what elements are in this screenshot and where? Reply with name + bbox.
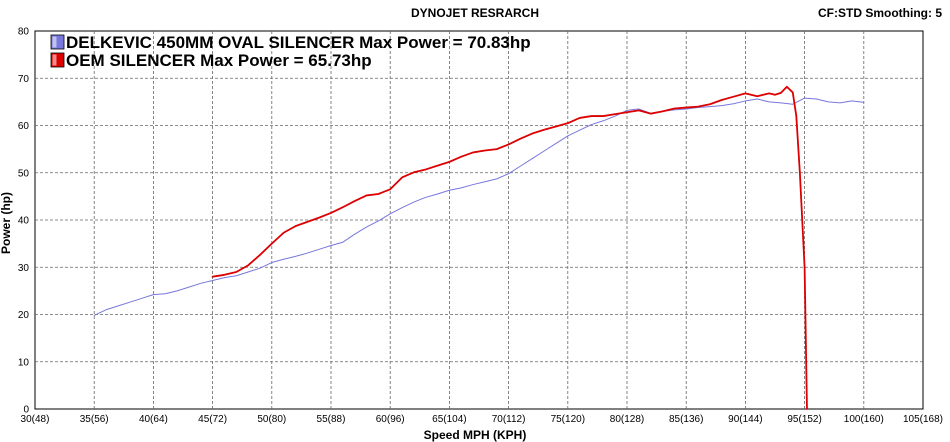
chart-header-settings: CF:STD Smoothing: 5 — [818, 6, 942, 20]
x-tick-labels: 30(48) 35(56) 40(64) 45(72) 50(80) 55(88) 60(9… — [21, 414, 943, 425]
y-tick-label: 80 — [18, 27, 30, 38]
x-tick-label: 40(64) — [139, 414, 168, 425]
x-tick-label: 80(128) — [610, 414, 644, 425]
x-tick-label: 100(160) — [844, 414, 884, 425]
x-tick-label: 45(72) — [198, 414, 227, 425]
legend-swatch-highlight — [52, 36, 57, 48]
y-tick-label: 10 — [18, 357, 30, 368]
x-axis-title: Speed MPH (KPH) — [424, 428, 527, 442]
legend-entry-2: OEM SILENCER Max Power = 65.73hp — [50, 51, 372, 70]
series-lines — [93, 85, 865, 410]
y-axis-title: Power (hp) — [0, 192, 13, 254]
x-tick-label: 60(96) — [376, 414, 405, 425]
y-tick-label: 0 — [23, 405, 29, 416]
y-tick-label: 70 — [18, 74, 30, 85]
x-tick-label: 55(88) — [317, 414, 346, 425]
x-tick-label: 35(56) — [80, 414, 109, 425]
legend-entry-1: DELKEVIC 450MM OVAL SILENCER Max Power =… — [50, 33, 531, 52]
y-tick-label: 30 — [18, 263, 30, 274]
x-tick-label: 85(136) — [669, 414, 703, 425]
y-tick-label: 20 — [18, 310, 30, 321]
legend: DELKEVIC 450MM OVAL SILENCER Max Power =… — [50, 33, 531, 70]
x-tick-label: 95(152) — [787, 414, 821, 425]
x-tick-label: 70(112) — [492, 414, 526, 425]
legend-label: DELKEVIC 450MM OVAL SILENCER Max Power =… — [66, 33, 531, 52]
plot-area — [34, 30, 924, 410]
x-tick-label: 75(120) — [551, 414, 585, 425]
series-line-2 — [211, 85, 808, 410]
x-tick-label: 30(48) — [21, 414, 50, 425]
legend-swatch-highlight — [52, 54, 57, 66]
grid-lines — [35, 31, 923, 409]
x-tick-label: 65(104) — [432, 414, 466, 425]
x-tick-label: 105(168) — [903, 414, 943, 425]
legend-label: OEM SILENCER Max Power = 65.73hp — [66, 51, 372, 70]
y-tick-label: 60 — [18, 121, 30, 132]
y-tick-label: 50 — [18, 168, 30, 179]
y-tick-label: 40 — [18, 216, 30, 227]
x-tick-label: 90(144) — [728, 414, 762, 425]
chart-header-title: DYNOJET RESRARCH — [411, 6, 539, 20]
y-tick-labels: 0 10 20 30 40 50 60 70 80 — [18, 27, 30, 416]
series-line-1 — [93, 97, 865, 316]
x-tick-label: 50(80) — [257, 414, 286, 425]
